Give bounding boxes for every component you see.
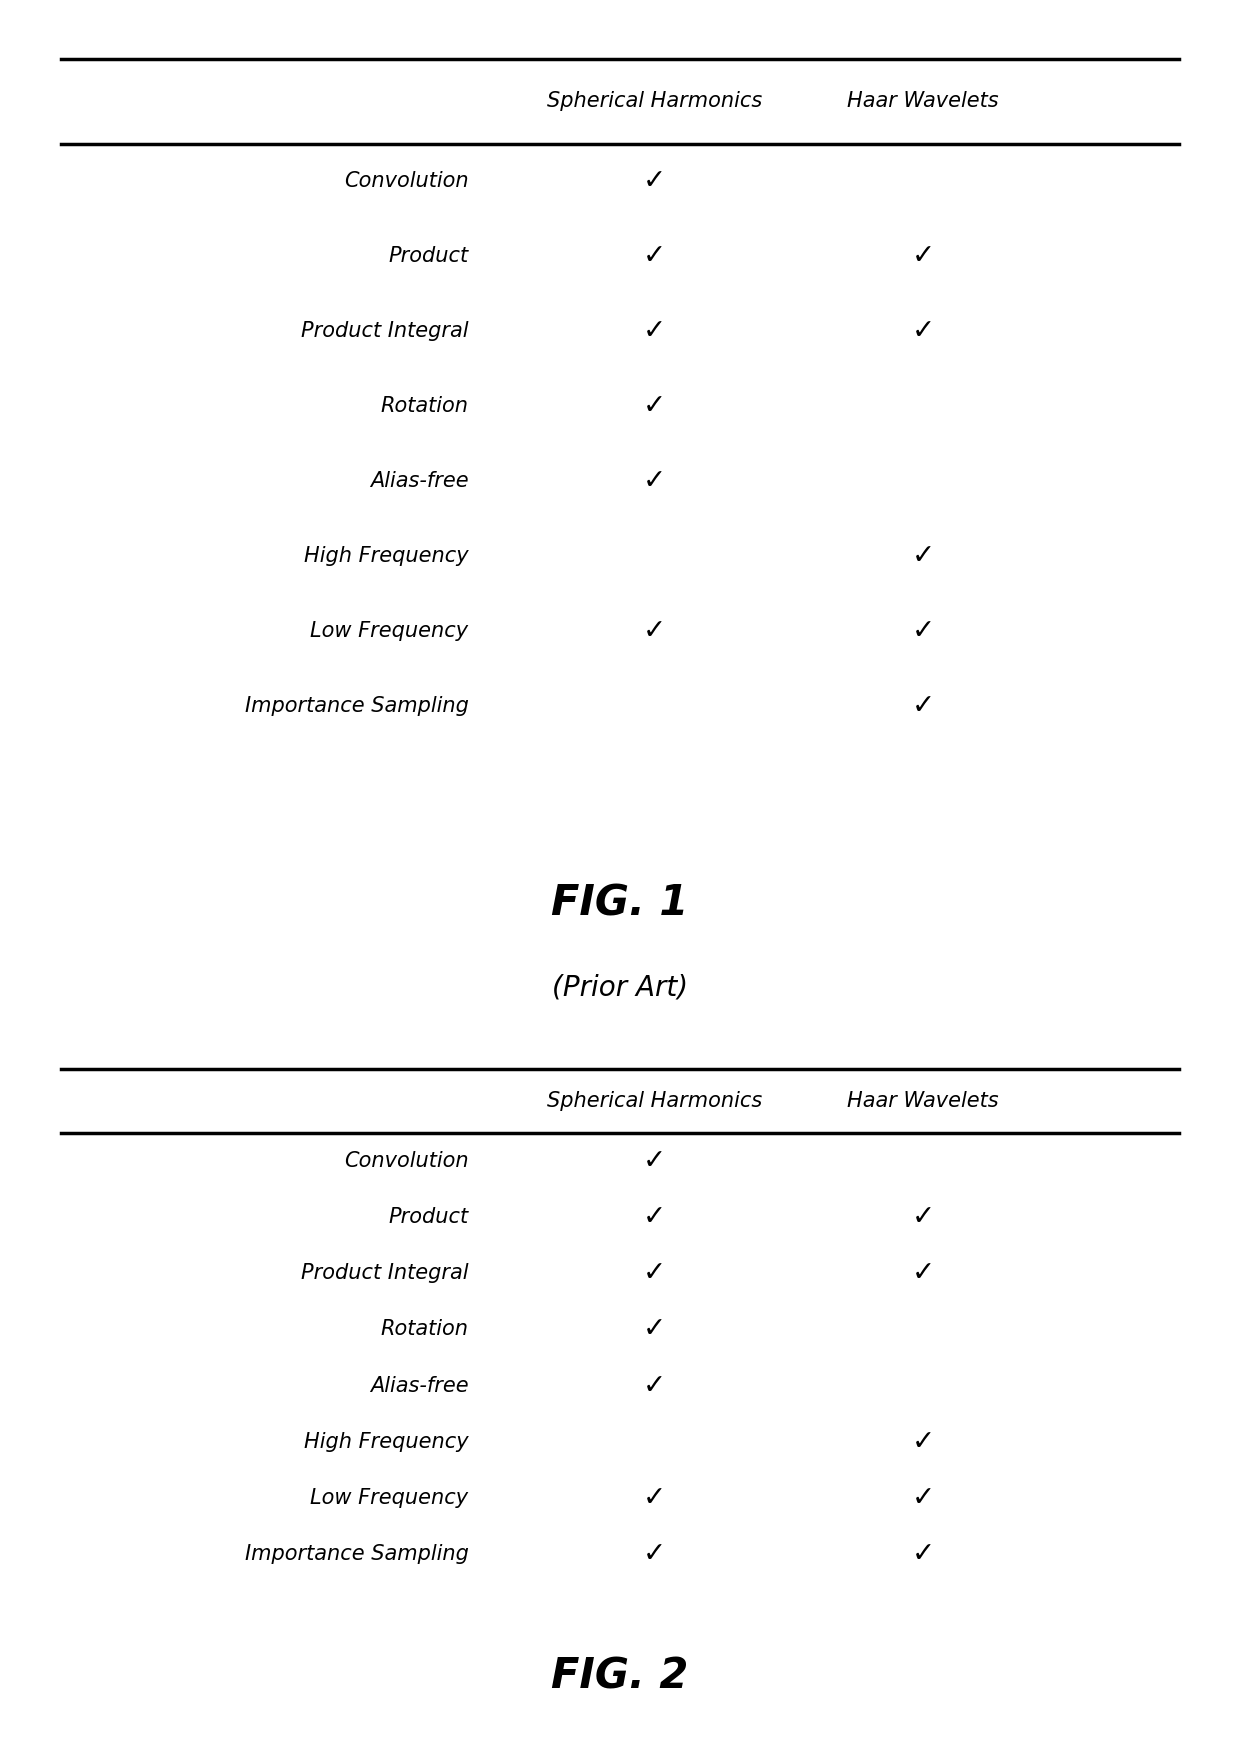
Text: Rotation: Rotation [381,397,469,416]
Text: ✓: ✓ [911,1484,935,1512]
Text: ✓: ✓ [644,392,667,420]
Text: ✓: ✓ [644,1540,667,1568]
Text: Alias-free: Alias-free [370,472,469,491]
Text: ✓: ✓ [644,1259,667,1287]
Text: Product: Product [388,1206,469,1227]
Text: Spherical Harmonics: Spherical Harmonics [547,91,763,112]
Text: Product: Product [388,246,469,266]
Text: ✓: ✓ [911,692,935,720]
Text: ✓: ✓ [644,243,667,271]
Text: ✓: ✓ [644,1203,667,1231]
Text: ✓: ✓ [644,168,667,196]
Text: Convolution: Convolution [343,1150,469,1171]
Text: Low Frequency: Low Frequency [310,1488,469,1509]
Text: Importance Sampling: Importance Sampling [244,1543,469,1564]
Text: High Frequency: High Frequency [304,545,469,566]
Text: ✓: ✓ [644,316,667,344]
Text: Haar Wavelets: Haar Wavelets [847,1091,999,1110]
Text: Product Integral: Product Integral [301,322,469,341]
Text: ✓: ✓ [911,542,935,570]
Text: Importance Sampling: Importance Sampling [244,696,469,717]
Text: Rotation: Rotation [381,1320,469,1339]
Text: FIG. 1: FIG. 1 [552,883,688,925]
Text: ✓: ✓ [644,1372,667,1400]
Text: ✓: ✓ [644,1147,667,1175]
Text: Product Integral: Product Integral [301,1264,469,1283]
Text: Alias-free: Alias-free [370,1376,469,1395]
Text: ✓: ✓ [911,1428,935,1456]
Text: ✓: ✓ [911,1540,935,1568]
Text: FIG. 2: FIG. 2 [552,1655,688,1697]
Text: ✓: ✓ [644,467,667,495]
Text: (Prior Art): (Prior Art) [552,974,688,1002]
Text: ✓: ✓ [644,1484,667,1512]
Text: Low Frequency: Low Frequency [310,621,469,642]
Text: ✓: ✓ [911,316,935,344]
Text: Convolution: Convolution [343,171,469,191]
Text: High Frequency: High Frequency [304,1432,469,1453]
Text: Haar Wavelets: Haar Wavelets [847,91,999,112]
Text: Spherical Harmonics: Spherical Harmonics [547,1091,763,1110]
Text: ✓: ✓ [911,617,935,645]
Text: ✓: ✓ [644,1316,667,1344]
Text: ✓: ✓ [911,243,935,271]
Text: ✓: ✓ [644,617,667,645]
Text: ✓: ✓ [911,1203,935,1231]
Text: ✓: ✓ [911,1259,935,1287]
